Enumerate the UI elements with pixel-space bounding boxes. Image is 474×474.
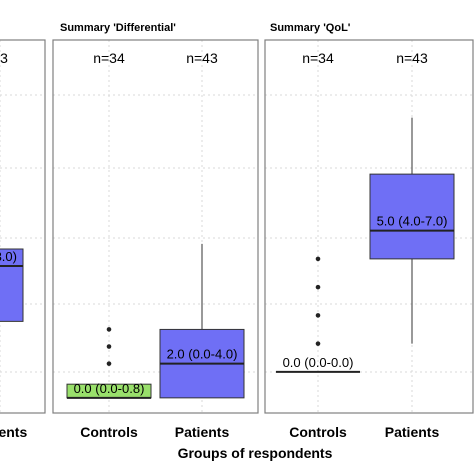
outlier-point <box>106 361 112 366</box>
outlier-point <box>106 344 112 349</box>
x-tick-label: Patients <box>0 424 27 440</box>
x-tick-label: Controls <box>80 424 138 440</box>
panel-title: Summary 'Differential' <box>60 22 176 34</box>
x-axis-title: Groups of respondents <box>178 445 333 461</box>
box-summary-label: 5.0 (4.0-7.0) <box>377 214 448 229</box>
outlier-point <box>315 256 321 262</box>
sample-size-label: 3 <box>0 50 8 66</box>
sample-size-label: n=43 <box>186 50 218 66</box>
box-summary-label: -13.0) <box>0 249 17 264</box>
panel-frame <box>52 39 259 414</box>
box-patients <box>369 173 455 260</box>
sample-size-label: n=34 <box>93 50 125 66</box>
box-summary-label: 2.0 (0.0-4.0) <box>167 347 238 362</box>
panel-title: Summary 'QoL' <box>270 22 351 34</box>
outlier-point <box>315 341 321 346</box>
outlier-point <box>315 284 321 290</box>
sample-size-label: n=43 <box>396 50 428 66</box>
outlier-point <box>315 313 321 318</box>
box-summary-label: 0.0 (0.0-0.0) <box>283 355 354 370</box>
x-tick-label: Controls <box>289 424 347 440</box>
outlier-point <box>106 327 112 332</box>
panel-frame <box>0 39 46 414</box>
sample-size-label: n=34 <box>302 50 334 66</box>
panel-frame <box>264 39 474 414</box>
x-tick-label: Patients <box>385 424 440 440</box>
x-tick-label: Patients <box>175 424 230 440</box>
box-summary-label: 0.0 (0.0-0.8) <box>74 381 145 396</box>
box-patients <box>0 248 24 322</box>
